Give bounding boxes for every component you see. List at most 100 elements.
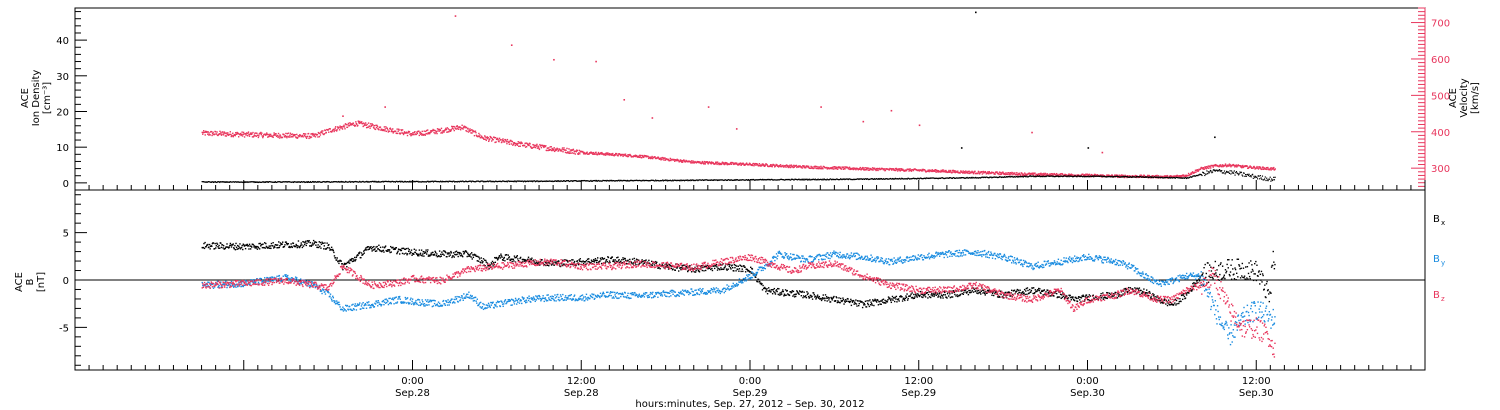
- density-point: [394, 181, 397, 183]
- velocity-point: [883, 168, 886, 170]
- density-point: [648, 180, 650, 182]
- density-point: [750, 179, 752, 181]
- velocity-point: [1146, 175, 1148, 178]
- density-point: [702, 179, 704, 181]
- density-point: [900, 178, 902, 180]
- bx-point: [762, 284, 764, 287]
- bx-point: [620, 260, 622, 262]
- velocity-point: [545, 145, 547, 147]
- density-point: [671, 179, 674, 181]
- density-point: [873, 178, 875, 180]
- density-point: [613, 180, 615, 182]
- density-point: [638, 179, 641, 182]
- velocity-point: [948, 169, 950, 172]
- velocity-point: [1040, 173, 1043, 175]
- density-point: [645, 179, 647, 182]
- velocity-point: [1000, 173, 1003, 175]
- density-point: [997, 176, 999, 179]
- density-point: [982, 176, 984, 179]
- density-point: [636, 179, 638, 181]
- density-point: [630, 179, 632, 181]
- density-point: [510, 180, 512, 183]
- density-point: [217, 181, 219, 183]
- bx-point: [665, 263, 668, 265]
- density-point: [1088, 175, 1091, 178]
- density-point: [867, 178, 869, 180]
- density-point: [289, 181, 291, 183]
- bx-point: [676, 266, 679, 268]
- velocity-point: [601, 151, 603, 154]
- velocity-point: [1096, 174, 1099, 176]
- velocity-point: [678, 159, 680, 161]
- velocity-point: [211, 134, 213, 137]
- velocity-point: [641, 156, 643, 159]
- velocity-point: [986, 172, 989, 175]
- density-point: [837, 179, 840, 181]
- velocity-point: [990, 172, 992, 174]
- density-point: [1234, 174, 1236, 176]
- bx-point: [523, 260, 526, 262]
- bx-point: [771, 289, 773, 291]
- density-point: [519, 180, 521, 182]
- velocity-point: [1216, 164, 1219, 167]
- density-point: [1166, 176, 1169, 178]
- density-point: [776, 179, 778, 181]
- bx-point: [411, 254, 413, 256]
- velocity-point: [704, 162, 706, 164]
- velocity-point: [523, 144, 526, 147]
- density-point: [468, 180, 470, 182]
- bx-point: [781, 290, 783, 293]
- velocity-point: [347, 124, 349, 126]
- density-point: [1047, 175, 1049, 177]
- velocity-point: [890, 168, 893, 170]
- velocity-point: [1017, 174, 1020, 176]
- velocity-point: [439, 129, 442, 132]
- density-point: [697, 179, 700, 181]
- velocity-point: [323, 133, 326, 135]
- density-point: [352, 181, 354, 183]
- velocity-point: [1040, 172, 1042, 174]
- velocity-point: [344, 128, 346, 130]
- velocity-point: [311, 134, 314, 136]
- bx-point: [567, 261, 569, 263]
- velocity-point: [963, 170, 966, 173]
- bx-point: [239, 243, 241, 245]
- velocity-point: [365, 124, 367, 127]
- density-point: [842, 178, 845, 180]
- density-point: [1057, 176, 1060, 178]
- velocity-point: [1192, 171, 1194, 174]
- density-point: [710, 179, 712, 181]
- velocity-point: [503, 141, 506, 143]
- bx-point: [403, 253, 405, 255]
- velocity-point: [817, 167, 819, 170]
- velocity-point: [970, 171, 973, 174]
- velocity-point: [314, 136, 317, 138]
- velocity-point: [464, 126, 467, 128]
- bx-point: [581, 261, 583, 263]
- density-point: [712, 179, 714, 182]
- density-point: [968, 176, 970, 179]
- density-point: [263, 181, 265, 184]
- density-point: [297, 181, 300, 183]
- velocity-point: [542, 144, 544, 147]
- velocity-point: [400, 129, 402, 131]
- velocity-point: [1224, 163, 1227, 165]
- density-point: [720, 179, 722, 181]
- bx-point: [342, 268, 344, 271]
- bx-point: [689, 264, 691, 267]
- density-point: [1255, 176, 1257, 178]
- density-point: [305, 181, 307, 183]
- bx-point: [524, 259, 526, 261]
- density-point: [1154, 176, 1156, 178]
- density-point: [451, 180, 453, 183]
- bx-point: [435, 254, 437, 257]
- bx-point: [401, 252, 404, 255]
- density-point: [695, 179, 698, 181]
- velocity-tick-label: 600: [1431, 55, 1450, 66]
- density-point: [445, 180, 447, 182]
- velocity-point: [213, 133, 216, 135]
- velocity-point: [1271, 167, 1273, 169]
- density-point: [1086, 175, 1088, 178]
- bx-point: [503, 256, 506, 259]
- bx-point: [218, 244, 220, 247]
